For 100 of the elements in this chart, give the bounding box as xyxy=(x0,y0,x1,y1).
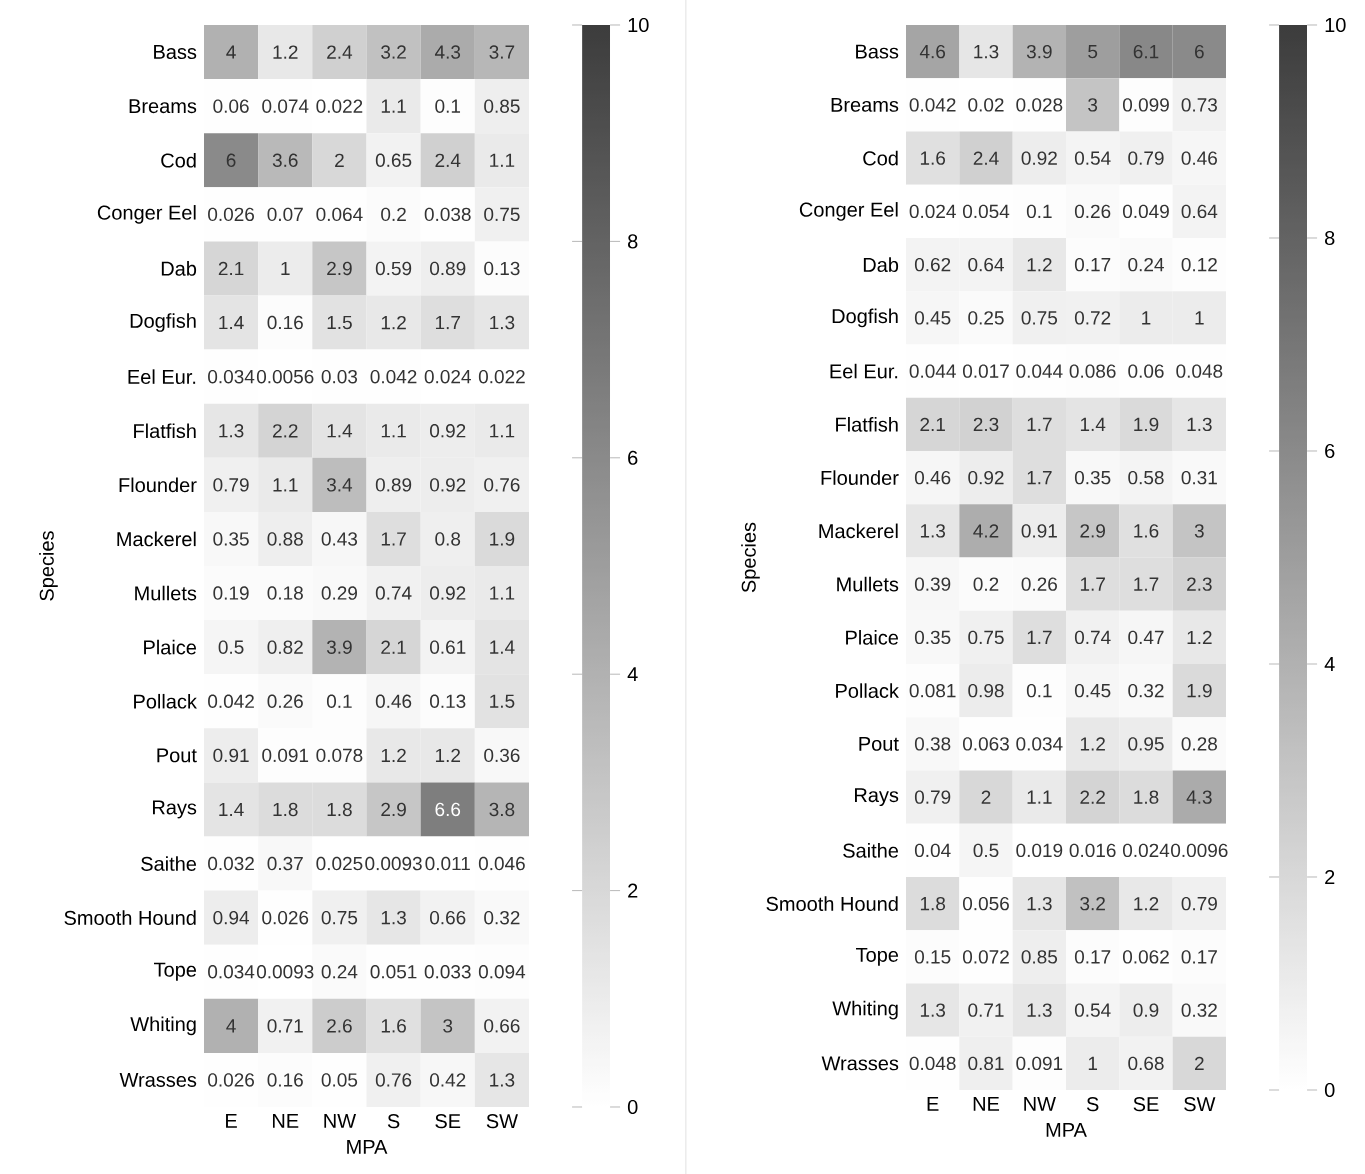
y-tick-label: Conger Eel xyxy=(97,205,196,224)
data-label: 2.9 xyxy=(1080,524,1105,538)
x-axis-title: MPA xyxy=(1046,1122,1087,1137)
data-label: 0.026 xyxy=(208,207,255,222)
data-label: 3 xyxy=(1088,98,1098,112)
data-label: 0.39 xyxy=(914,577,951,591)
y-tick-label: Breams xyxy=(831,97,899,112)
data-label: 0.048 xyxy=(1176,364,1223,378)
data-label: 1.3 xyxy=(920,524,946,538)
data-label: 0.8 xyxy=(435,532,461,546)
data-label: 1.6 xyxy=(381,1019,406,1033)
data-label: 2.1 xyxy=(381,640,406,654)
data-label: 0.72 xyxy=(1074,311,1111,325)
y-tick-label: Plaice xyxy=(144,639,197,655)
data-label: 1.9 xyxy=(1187,683,1212,698)
data-label: 1 xyxy=(1088,1056,1098,1070)
data-label: 2.3 xyxy=(1187,577,1212,591)
data-label: 0.019 xyxy=(1016,843,1063,858)
y-tick-label: Tope xyxy=(154,962,197,981)
data-label: 1.3 xyxy=(974,44,999,59)
data-label: 0.017 xyxy=(962,364,1009,378)
data-label: 1.7 xyxy=(1080,577,1105,591)
y-tick-label: Smooth Hound xyxy=(766,896,898,911)
data-label: 0.054 xyxy=(962,204,1010,219)
data-label: 0.1 xyxy=(435,99,461,113)
data-label: 0.044 xyxy=(1016,364,1063,378)
data-label: 1.3 xyxy=(1027,1003,1052,1017)
data-label: 0.66 xyxy=(430,910,466,925)
data-label: 0.45 xyxy=(1074,683,1111,698)
data-label: 1.8 xyxy=(327,802,352,817)
data-label: 3.9 xyxy=(326,640,352,654)
data-label: 0.28 xyxy=(1181,737,1218,751)
color-bar-label: 6 xyxy=(628,450,638,465)
color-bar-label: 8 xyxy=(1325,230,1335,246)
data-label: 0.89 xyxy=(430,261,466,276)
data-label: 0.1 xyxy=(326,694,352,708)
data-label: 0.06 xyxy=(1128,364,1164,378)
data-label: 1.1 xyxy=(273,478,298,492)
data-label: 0.35 xyxy=(914,630,951,645)
data-label: 0.091 xyxy=(1016,1056,1063,1071)
data-label: 0.74 xyxy=(1074,630,1111,645)
data-label: 1.5 xyxy=(327,315,352,330)
data-label: 0.022 xyxy=(316,99,363,113)
data-label: 2.2 xyxy=(1080,790,1105,804)
data-label: 0.016 xyxy=(1069,843,1116,858)
data-label: 0.033 xyxy=(424,965,471,979)
data-label: 1.4 xyxy=(490,640,515,654)
data-label: 0.18 xyxy=(267,586,303,600)
data-label: 1.7 xyxy=(381,532,406,546)
y-tick-label: Conger Eel xyxy=(799,202,898,221)
color-bar-label: 2 xyxy=(628,883,638,898)
y-tick-label: Flatfish xyxy=(836,417,898,432)
data-label: 0.042 xyxy=(909,98,956,112)
color-bar-label: 4 xyxy=(1324,657,1335,671)
color-bar-label: 10 xyxy=(1325,17,1346,33)
data-label: 0.0056 xyxy=(256,369,314,384)
x-tick-label: NW xyxy=(324,1114,357,1128)
y-tick-label: Flounder xyxy=(821,470,899,485)
data-label: 0.74 xyxy=(375,586,412,600)
data-label: 4 xyxy=(226,1019,236,1033)
color-bar-label: 4 xyxy=(627,667,638,682)
y-tick-label: Rays xyxy=(153,800,197,819)
data-label: 3.6 xyxy=(272,153,298,167)
data-label: 0.79 xyxy=(914,790,951,804)
y-tick-label: Mackerel xyxy=(117,531,196,547)
y-tick-label: Pollack xyxy=(836,683,899,698)
y-tick-label: Cod xyxy=(161,152,196,168)
data-label: 1.8 xyxy=(273,802,298,817)
data-label: 2.2 xyxy=(272,424,298,438)
data-label: 0.76 xyxy=(375,1073,412,1087)
x-tick-label: S xyxy=(1086,1097,1099,1112)
data-label: 0.46 xyxy=(375,694,412,708)
y-tick-label: Mackerel xyxy=(819,523,898,539)
data-label: 0.43 xyxy=(321,532,358,546)
data-label: 0.92 xyxy=(430,586,466,600)
data-label: 0.16 xyxy=(267,1073,303,1087)
data-label: 0.59 xyxy=(375,261,412,276)
y-tick-label: Mullets xyxy=(837,576,899,592)
y-tick-label: Whiting xyxy=(832,1000,898,1020)
x-tick-label: E xyxy=(226,1114,237,1128)
y-tick-label: Dab xyxy=(863,257,899,272)
data-label: 0.056 xyxy=(962,896,1009,911)
data-label: 2.4 xyxy=(327,45,353,59)
data-label: 0.024 xyxy=(909,204,956,219)
data-label: 0.92 xyxy=(968,470,1004,485)
data-label: 0.17 xyxy=(1181,950,1217,964)
data-label: 6 xyxy=(226,153,236,167)
data-label: 0.32 xyxy=(1181,1003,1217,1017)
y-tick-label: Dogfish xyxy=(832,308,898,328)
data-label: 3 xyxy=(1194,524,1204,538)
data-label: 3.9 xyxy=(1026,44,1052,59)
data-label: 0.032 xyxy=(208,856,254,871)
data-label: 0.044 xyxy=(909,364,956,378)
data-label: 4.3 xyxy=(1186,790,1212,804)
y-tick-label: Flounder xyxy=(119,477,197,493)
data-label: 0.5 xyxy=(973,843,999,858)
data-label: 0.46 xyxy=(914,470,951,485)
data-label: 2 xyxy=(335,153,344,167)
data-label: 0.68 xyxy=(1128,1056,1164,1071)
data-label: 3.7 xyxy=(489,45,515,59)
